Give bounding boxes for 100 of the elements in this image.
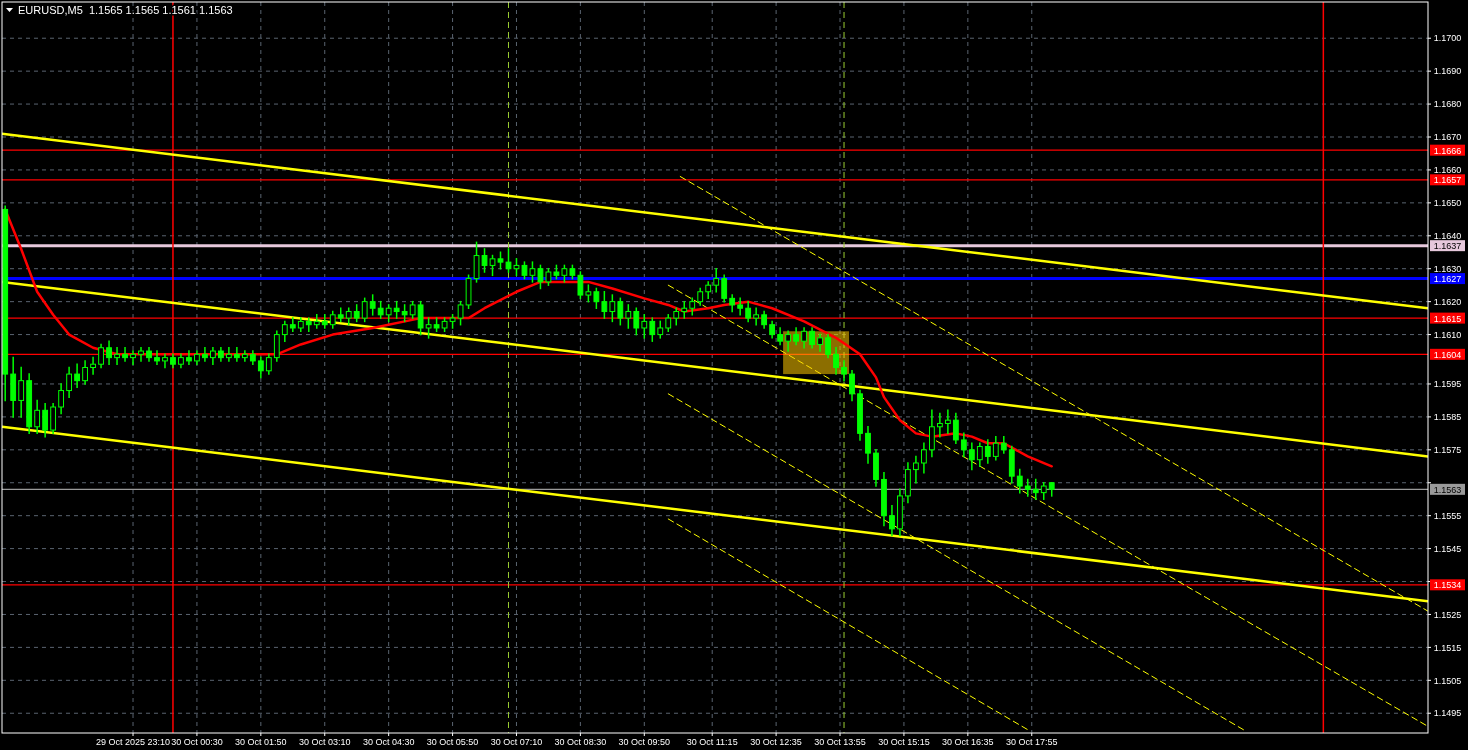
candlestick: [865, 426, 871, 464]
candlestick: [968, 442, 975, 471]
candlestick: [936, 412, 943, 438]
x-tick-label: 30 Oct 15:15: [878, 737, 930, 747]
candlestick: [233, 346, 240, 362]
candlestick: [976, 442, 983, 468]
candlestick: [681, 300, 688, 319]
candlestick: [114, 346, 120, 365]
candlestick: [18, 366, 25, 418]
y-tick-label: 1.1545: [1433, 543, 1462, 554]
candlestick: [753, 307, 760, 326]
y-tick-label: 1.1505: [1433, 675, 1462, 686]
y-tick-label: 1.1585: [1433, 412, 1462, 423]
candlestick: [273, 330, 280, 362]
x-tick-label: 29 Oct 2025 23:10: [95, 737, 171, 747]
candlestick: [833, 346, 839, 375]
candlestick: [98, 343, 104, 369]
candlestick: [122, 346, 128, 362]
candlestick: [106, 340, 112, 365]
y-tick-label: 1.1680: [1433, 99, 1462, 110]
candlestick: [952, 412, 959, 444]
x-tick-label: 30 Oct 13:55: [814, 737, 866, 747]
candlestick: [617, 297, 624, 326]
x-tick-label: 30 Oct 00:30: [171, 737, 223, 747]
candlestick: [42, 402, 49, 438]
candlestick: [944, 409, 951, 435]
ref-line-label: 1.1637: [1433, 241, 1462, 252]
candlestick: [984, 439, 991, 464]
y-tick-label: 1.1620: [1433, 296, 1462, 307]
candlestick: [281, 320, 288, 342]
candlestick: [257, 356, 264, 379]
candlestick: [289, 317, 296, 333]
candlestick: [369, 294, 376, 316]
candlestick: [921, 442, 927, 474]
candlestick: [809, 327, 815, 349]
candlestick: [633, 307, 640, 336]
candlestick: [577, 271, 584, 300]
x-tick-label: 30 Oct 09:50: [618, 737, 671, 747]
candlestick: [34, 399, 41, 435]
y-tick-label: 1.1610: [1433, 329, 1462, 340]
y-tick-label: 1.1700: [1433, 33, 1462, 44]
candlestick: [74, 363, 80, 389]
candlestick: [737, 297, 744, 316]
candlestick: [241, 350, 248, 362]
candlestick: [849, 370, 855, 402]
y-tick-label: 1.1650: [1433, 198, 1462, 209]
candlestick: [641, 314, 648, 339]
y-tick-label: 1.1575: [1433, 445, 1462, 456]
candlestick: [138, 346, 144, 362]
x-tick-label: 30 Oct 12:35: [750, 737, 802, 747]
y-tick-label: 1.1525: [1433, 609, 1462, 620]
candlestick: [960, 432, 967, 458]
ref-line-label: 1.1604: [1433, 349, 1462, 360]
y-tick-label: 1.1595: [1433, 379, 1462, 390]
candlestick: [225, 346, 232, 362]
y-tick-label: 1.1660: [1433, 165, 1462, 176]
x-tick-label: 30 Oct 01:50: [235, 737, 287, 747]
candlestick: [625, 304, 632, 329]
candlestick: [305, 317, 312, 333]
ref-line-label: 1.1615: [1433, 313, 1462, 324]
candlestick: [601, 291, 608, 319]
candlestick: [713, 267, 720, 293]
candlestick: [785, 330, 791, 352]
candlestick: [992, 435, 999, 461]
candlestick: [1016, 468, 1023, 494]
x-tick-label: 30 Oct 07:10: [490, 737, 543, 747]
x-tick-label: 30 Oct 04:30: [362, 737, 415, 747]
candlestick: [825, 333, 831, 359]
candlestick: [1032, 478, 1039, 500]
candlestick: [361, 297, 368, 323]
candlestick: [721, 274, 728, 303]
candlestick: [202, 346, 208, 362]
candlestick: [417, 300, 424, 336]
y-tick-label: 1.1555: [1433, 510, 1462, 521]
y-tick-label: 1.1690: [1433, 66, 1462, 77]
candlestick: [154, 350, 160, 365]
ref-line-label: 1.1627: [1433, 274, 1462, 285]
x-tick-label: 30 Oct 17:55: [1005, 737, 1058, 747]
candlestick: [841, 360, 847, 382]
candlestick: [593, 287, 600, 309]
x-tick-label: 30 Oct 16:35: [942, 737, 994, 747]
y-tick-label: 1.1515: [1433, 642, 1462, 653]
candlestick: [313, 314, 320, 329]
candlestick: [889, 505, 895, 537]
y-tick-label: 1.1670: [1433, 132, 1462, 143]
x-tick-label: 30 Oct 08:30: [554, 737, 607, 747]
candlestick: [265, 353, 272, 375]
candlestick: [162, 353, 168, 369]
candlestick: [1024, 478, 1031, 497]
y-tick-label: 1.1640: [1433, 230, 1462, 241]
candlestick: [66, 366, 72, 398]
ref-line-label: 1.1534: [1433, 580, 1462, 591]
x-tick-label: 30 Oct 11:15: [686, 737, 738, 747]
ref-line-label: 1.1657: [1433, 175, 1462, 186]
candlestick: [801, 327, 807, 349]
candlestick: [50, 402, 57, 435]
candlestick: [186, 350, 192, 365]
candlestick: [58, 383, 65, 415]
ref-line-label: 1.1666: [1433, 145, 1462, 156]
candlestick: [130, 350, 136, 365]
